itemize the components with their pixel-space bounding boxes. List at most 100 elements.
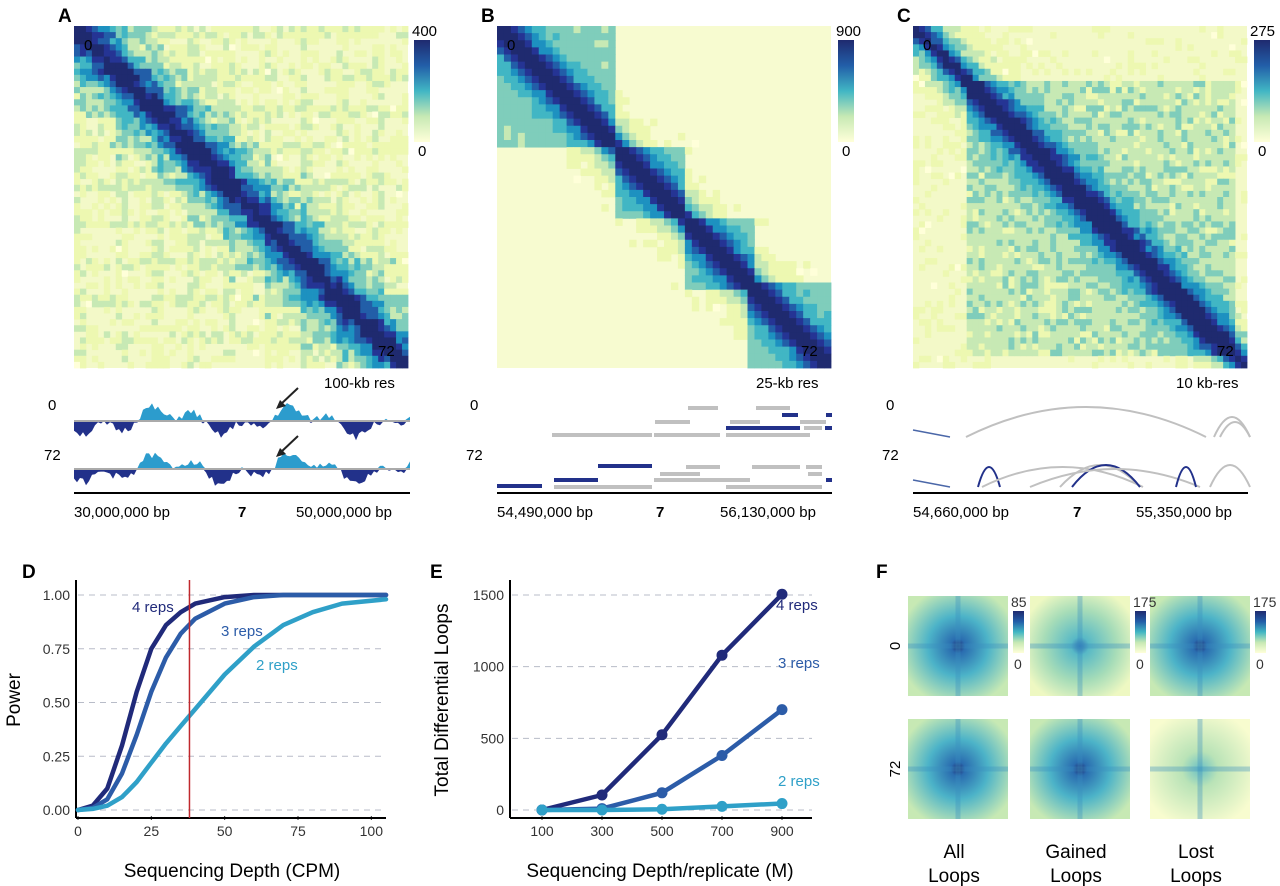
tad-segment [660,472,700,476]
y-tick-label: 0.00 [43,802,70,818]
tad-segment [782,413,798,417]
data-point [536,804,548,816]
heatmap-b: 0 72 [497,26,832,369]
colorbar-b-max: 900 [836,23,861,40]
tad-segment [730,420,760,424]
chart-e-ylabel: Total Differential Loops [432,604,453,797]
chart-d-ylabel: Power [4,672,25,727]
panel-b-letter: B [481,6,495,27]
series-label: 2 reps [778,773,820,790]
tad-segment [655,420,690,424]
y-tick-label: 1.00 [43,587,70,603]
colorbar-c-max: 275 [1250,23,1275,40]
data-point [716,800,728,812]
tad-segment [726,433,810,437]
heatmap-a-cells [74,26,409,369]
chart-e-plot: 0 500 1000 1500 100 300 500 700 900 4 reps 3 reps 2… [473,580,820,839]
resolution-b: 25-kb res [756,375,819,392]
x-tick-label: 75 [290,823,306,839]
loop-arc [1209,464,1251,488]
heatmap-c-label-0: 0 [923,37,931,54]
series-line [75,592,389,813]
series-label: 2 reps [256,657,298,674]
data-point [596,804,608,816]
apa-grid: 0 72 85 0 175 0 175 0 All Loops Gained Loops Lost Loo… [887,594,1277,886]
tad-segment [804,426,822,430]
data-point [776,798,788,810]
apa-column-label: Loops [1050,866,1102,886]
colorbar-b-min: 0 [842,143,850,160]
apa-row-label: 0 [887,642,904,650]
x-tick-label: 25 [144,823,160,839]
y-tick-label: 0.25 [43,748,70,764]
data-point [716,649,728,661]
tad-segment [654,433,720,437]
resolution-c: 10 kb-res [1176,375,1239,392]
compartment-track-a [74,403,410,486]
track-a-negative [74,469,410,486]
loop-arc [1059,464,1141,488]
apa-heatmap [1030,596,1130,696]
y-tick-label: 500 [481,730,505,746]
chart-d-plot: 0.00 0.25 0.50 0.75 1.00 0 25 50 75 100 4 reps 3 re… [43,580,389,839]
apa-heatmap [1150,596,1250,696]
data-point [776,588,788,600]
track-a-positive [74,403,410,421]
apa-colorbar-max: 85 [1011,594,1027,610]
colorbar-b [838,40,854,142]
loop-arc [1219,421,1251,438]
x-tick-label: 500 [650,823,674,839]
tad-segment [728,478,750,482]
arrow-icon [276,387,299,409]
tad-segment [654,478,730,482]
loop-arc [912,479,951,488]
series-label: 4 reps [776,597,818,614]
y-tick-label: 1500 [473,587,504,603]
tad-segment [826,413,832,417]
colorbar-c-min: 0 [1258,143,1266,160]
panel-f-letter: F [876,562,888,583]
apa-colorbar [1135,611,1146,653]
track-a-label-0: 0 [48,397,56,414]
apa-colorbar [1013,611,1024,653]
axis-c-left: 54,660,000 bp [913,504,1009,521]
axis-a-right: 50,000,000 bp [296,504,392,521]
panel-e-letter: E [430,562,443,583]
y-tick-label: 0.50 [43,695,70,711]
x-tick-label: 50 [217,823,233,839]
tad-segment [726,426,800,430]
heatmap-a-label-72: 72 [378,343,395,360]
loop-arc [1029,468,1201,488]
data-point [656,803,668,815]
apa-column-label: Loops [928,866,980,886]
heatmap-a-label-0: 0 [84,37,92,54]
x-tick-label: 100 [530,823,554,839]
track-a-label-72: 72 [44,447,61,464]
tad-segment [598,464,652,468]
colorbar-a [414,40,430,142]
loop-arc [981,466,1144,488]
panel-d: D 0.00 0.25 0.50 0.75 1.00 0 25 50 75 100 4 reps 3 … [4,562,389,882]
loop-arc [977,466,1001,488]
x-tick-label: 300 [590,823,614,839]
colorbar-a-min: 0 [418,143,426,160]
data-point [656,787,668,799]
axis-a-chr: 7 [238,504,246,521]
apa-column-label: Gained [1045,842,1106,863]
loop-arc-track-c [912,406,1251,488]
tad-segment [554,485,652,489]
tad-segment [806,465,822,469]
data-point [776,704,788,716]
heatmap-b-label-0: 0 [507,37,515,54]
series-label: 3 reps [221,623,263,640]
data-point [716,750,728,762]
apa-column-label: All [943,842,964,863]
series-label: 3 reps [778,655,820,672]
axis-a-left: 30,000,000 bp [74,504,170,521]
axis-b-chr: 7 [656,504,664,521]
apa-heatmap [1150,719,1250,819]
loop-arc [965,406,1207,438]
panel-c: C 0 72 275 0 10 kb-res 0 72 54,660,000 b… [882,6,1275,521]
apa-heatmap [1030,719,1130,819]
